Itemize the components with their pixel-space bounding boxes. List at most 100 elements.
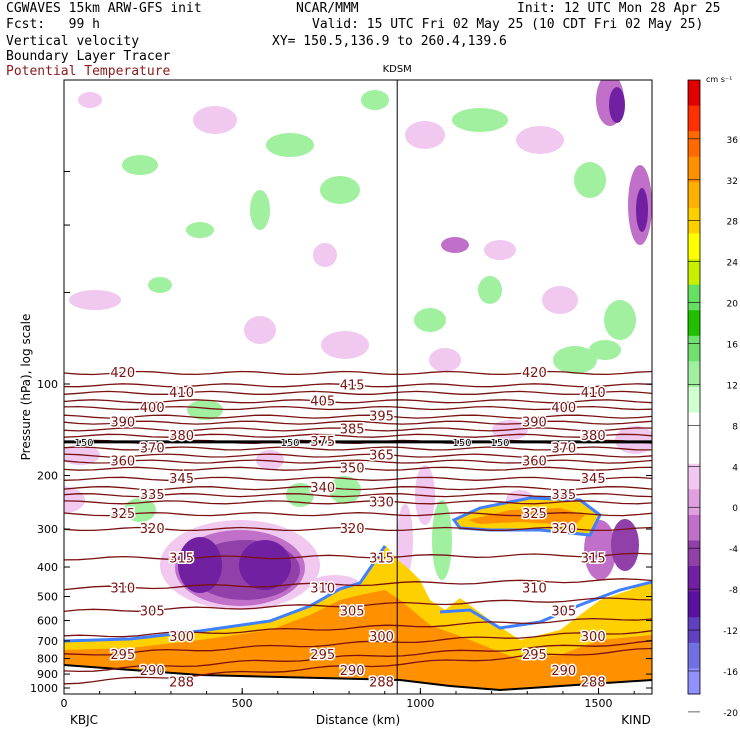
- vertical-velocity-cell: [313, 243, 337, 267]
- colorbar-label: -16: [723, 668, 738, 678]
- theta-contour-line: [64, 459, 652, 464]
- theta-contour-label: 365: [369, 449, 394, 464]
- vertical-velocity-cell: [266, 133, 314, 157]
- vertical-velocity-cell: [122, 155, 158, 175]
- pressure-level-label: 150: [280, 438, 299, 449]
- vertical-velocity-cell: [239, 540, 291, 590]
- vertical-velocity-cell: [244, 316, 276, 344]
- theta-contour-line: [64, 647, 652, 685]
- field-label-vertical-velocity: Vertical velocity: [6, 34, 140, 49]
- theta-contour-label: 390: [110, 416, 135, 431]
- vertical-velocity-cell: [441, 237, 469, 253]
- y-tick-label: 100: [37, 378, 58, 391]
- vertical-velocity-cell: [584, 520, 616, 580]
- colorbar-segment: [688, 310, 700, 337]
- theta-contour-line: [64, 427, 652, 432]
- theta-contour-label: 295: [310, 648, 335, 663]
- colorbar-segment: [688, 335, 700, 362]
- theta-contour-label: 390: [522, 416, 547, 431]
- theta-contour-line: [64, 597, 652, 613]
- vertical-velocity-cell: [78, 92, 102, 108]
- valid-time: Valid: 15 UTC Fri 02 May 25 (10 CDT Fri …: [312, 17, 704, 32]
- y-tick-label: 300: [37, 523, 58, 536]
- theta-contour-label: 300: [581, 630, 606, 645]
- theta-contour-label: 400: [551, 401, 576, 416]
- theta-contour-label: 300: [169, 630, 194, 645]
- theta-contour-label: 380: [169, 429, 194, 444]
- theta-contour-line: [64, 500, 652, 505]
- theta-contour-line: [64, 640, 652, 673]
- theta-contour-line: [64, 433, 652, 438]
- theta-contour-label: 370: [140, 442, 165, 457]
- theta-contour-line: [64, 446, 652, 451]
- vertical-velocity-cell: [452, 108, 508, 132]
- x-axis-title: Distance (km): [316, 713, 400, 727]
- vertical-velocity-cell: [615, 426, 652, 454]
- theta-contour-line: [64, 414, 652, 419]
- theta-contour-label: 290: [140, 664, 165, 679]
- colorbar-label: 20: [727, 300, 739, 310]
- y-tick-label: 800: [37, 653, 58, 666]
- theta-contour-line: [64, 493, 652, 498]
- theta-contour-line: [64, 405, 652, 411]
- theta-contour-label: 420: [522, 366, 547, 381]
- x-tick-label: 1500: [585, 697, 613, 710]
- init-time: Init: 12 UTC Mon 28 Apr 25: [517, 1, 721, 16]
- theta-contour-label: 305: [140, 604, 165, 619]
- theta-contour-label: 310: [310, 581, 335, 596]
- x-tick-label: 0: [61, 697, 68, 710]
- colorbar-label: -8: [729, 586, 738, 596]
- theta-contour-line: [64, 453, 652, 458]
- y-axis-title: Pressure (hPa), log scale: [19, 314, 33, 461]
- colorbar-label: 8: [732, 422, 738, 432]
- theta-contour-label: 400: [140, 401, 165, 416]
- model-title: CGWAVES 15km ARW-GFS init: [6, 1, 202, 16]
- y-tick-label: 700: [37, 635, 58, 648]
- vertical-velocity-cell: [484, 240, 516, 260]
- theta-contour-label: 360: [110, 455, 135, 470]
- station-marker-label: KDSM: [383, 64, 412, 75]
- theta-contour-label: 380: [581, 429, 606, 444]
- vertical-velocity-cell: [574, 162, 606, 198]
- theta-contour-line: [64, 420, 652, 425]
- colorbar-segment: [688, 438, 700, 465]
- theta-contour-label: 415: [340, 378, 365, 393]
- colorbar-unit: cm s⁻¹: [706, 75, 732, 84]
- colorbar-segment: [688, 463, 700, 490]
- theta-contour-label: 315: [369, 552, 394, 567]
- vertical-velocity-cell: [397, 504, 413, 576]
- vertical-velocity-cell: [250, 190, 270, 230]
- colorbar-segment: [688, 591, 700, 618]
- tracer-edge-line: [439, 580, 652, 630]
- colorbar-segment: [688, 259, 700, 286]
- theta-contour-label: 395: [369, 410, 394, 425]
- theta-contour-label: 410: [581, 386, 606, 401]
- colorbar-segment: [688, 387, 700, 414]
- theta-contour-label: 325: [522, 507, 547, 522]
- theta-contour-label: 340: [310, 481, 335, 496]
- vertical-velocity-cell: [321, 331, 369, 359]
- theta-contour-label: 315: [169, 552, 194, 567]
- theta-contour-line: [64, 466, 652, 471]
- theta-contour-line: [64, 390, 652, 395]
- vertical-velocity-cell: [405, 121, 445, 149]
- theta-contour-label: 300: [369, 630, 394, 645]
- theta-contour-label: 375: [310, 435, 335, 450]
- theta-contour-line: [64, 630, 652, 656]
- vertical-velocity-cell: [542, 286, 578, 314]
- field-label-boundary-layer-tracer: Boundary Layer Tracer: [6, 49, 171, 64]
- colorbar-label: -12: [723, 627, 738, 637]
- vertical-velocity-cell: [186, 222, 214, 238]
- theta-contour-label: 295: [110, 648, 135, 663]
- vertical-velocity-cell: [320, 176, 360, 204]
- colorbar-segment: [688, 514, 700, 541]
- vertical-velocity-cell: [178, 537, 222, 593]
- field-label-potential-temperature: Potential Temperature: [6, 64, 171, 79]
- colorbar-segment: [688, 284, 700, 311]
- vertical-velocity-cell: [124, 498, 156, 522]
- theta-contour-line: [64, 383, 652, 388]
- theta-contour-label: 310: [522, 581, 547, 596]
- x-tick-label: 500: [232, 697, 253, 710]
- right-endpoint-label: KIND: [621, 713, 651, 727]
